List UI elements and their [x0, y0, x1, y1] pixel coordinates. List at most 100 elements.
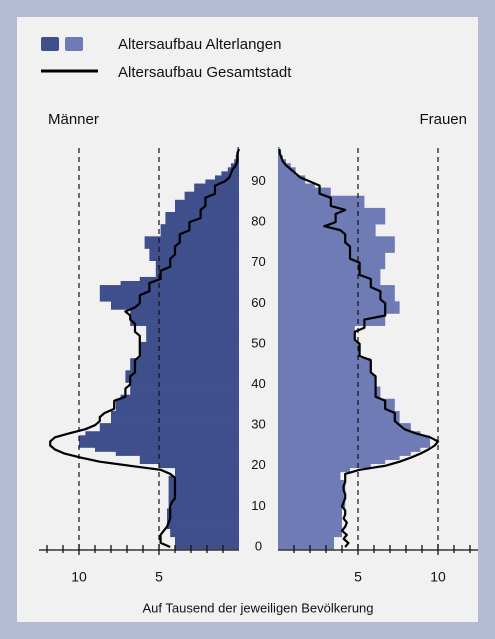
bar [278, 451, 411, 456]
bar [99, 427, 239, 432]
bar [160, 224, 239, 229]
bar [278, 305, 400, 310]
bar [144, 240, 239, 245]
y-tick-label: 90 [251, 173, 265, 188]
bar [278, 362, 371, 367]
bar [278, 378, 376, 383]
bar [278, 374, 376, 379]
bar [278, 496, 346, 501]
y-tick-label: 50 [251, 335, 265, 350]
bar [278, 394, 381, 400]
bar [278, 285, 395, 290]
bar [170, 528, 239, 534]
bar [175, 199, 239, 205]
y-tick-label: 0 [255, 538, 262, 553]
bar [278, 252, 386, 257]
bar [99, 297, 239, 302]
bar [278, 512, 342, 517]
bar [278, 398, 395, 404]
bar [278, 508, 342, 513]
bar [278, 199, 365, 205]
bar [278, 232, 376, 237]
bar [278, 345, 360, 351]
bar [278, 289, 395, 294]
bar [120, 281, 239, 286]
bar [125, 374, 239, 379]
bar [278, 366, 371, 371]
bar [175, 207, 239, 213]
bar [278, 171, 296, 176]
bar [278, 439, 430, 444]
bar [278, 337, 355, 343]
bar [278, 386, 381, 391]
bar [120, 394, 239, 400]
bar [278, 402, 395, 408]
bar [278, 248, 395, 253]
bar [111, 410, 239, 416]
bar [115, 451, 239, 456]
bar [278, 333, 355, 339]
bar [278, 492, 346, 497]
bar [278, 475, 341, 481]
left-label: Männer [48, 111, 99, 128]
bar [278, 504, 346, 509]
bar [130, 386, 239, 391]
bar [278, 431, 421, 436]
bar [184, 195, 239, 201]
x-tick-label: 5 [155, 569, 163, 585]
bar [278, 272, 381, 278]
bar [175, 467, 239, 473]
bar [160, 228, 239, 233]
bar [167, 520, 239, 525]
bar [175, 536, 239, 542]
bar [130, 309, 239, 314]
bar [278, 207, 386, 213]
bar [168, 500, 239, 505]
bar [175, 540, 239, 546]
bar [278, 528, 342, 534]
bar [130, 382, 239, 387]
bar [111, 301, 239, 306]
bar [170, 532, 239, 538]
bar [278, 536, 334, 542]
bar [146, 337, 239, 343]
bar [278, 479, 346, 485]
bar [168, 479, 239, 485]
bar [278, 484, 346, 489]
bar [278, 264, 386, 270]
bar [175, 471, 239, 477]
bar [278, 281, 381, 286]
bar [278, 211, 386, 217]
bar [278, 167, 296, 172]
x-tick-label: 5 [354, 569, 362, 585]
bar [278, 175, 306, 180]
bar [278, 276, 381, 282]
bar [125, 370, 239, 375]
bar [95, 447, 239, 452]
bar [155, 260, 239, 266]
bar [139, 354, 239, 359]
bar [278, 317, 386, 322]
bar [194, 187, 239, 192]
bar [278, 203, 365, 209]
y-tick-label: 10 [251, 498, 265, 513]
bar [278, 447, 421, 452]
bar [168, 504, 239, 509]
bar [149, 248, 239, 253]
bar [278, 532, 342, 538]
x-tick-label: 10 [71, 569, 87, 585]
bar [149, 256, 239, 261]
bar [159, 463, 239, 469]
bar [278, 240, 395, 245]
bar [278, 410, 400, 416]
bar [278, 382, 376, 387]
bar [146, 329, 239, 335]
bar [160, 232, 239, 237]
bar [167, 512, 239, 517]
bar [175, 203, 239, 209]
bar [149, 252, 239, 257]
bar [115, 398, 239, 404]
right-label: Frauen [419, 111, 467, 128]
bar [278, 455, 400, 460]
